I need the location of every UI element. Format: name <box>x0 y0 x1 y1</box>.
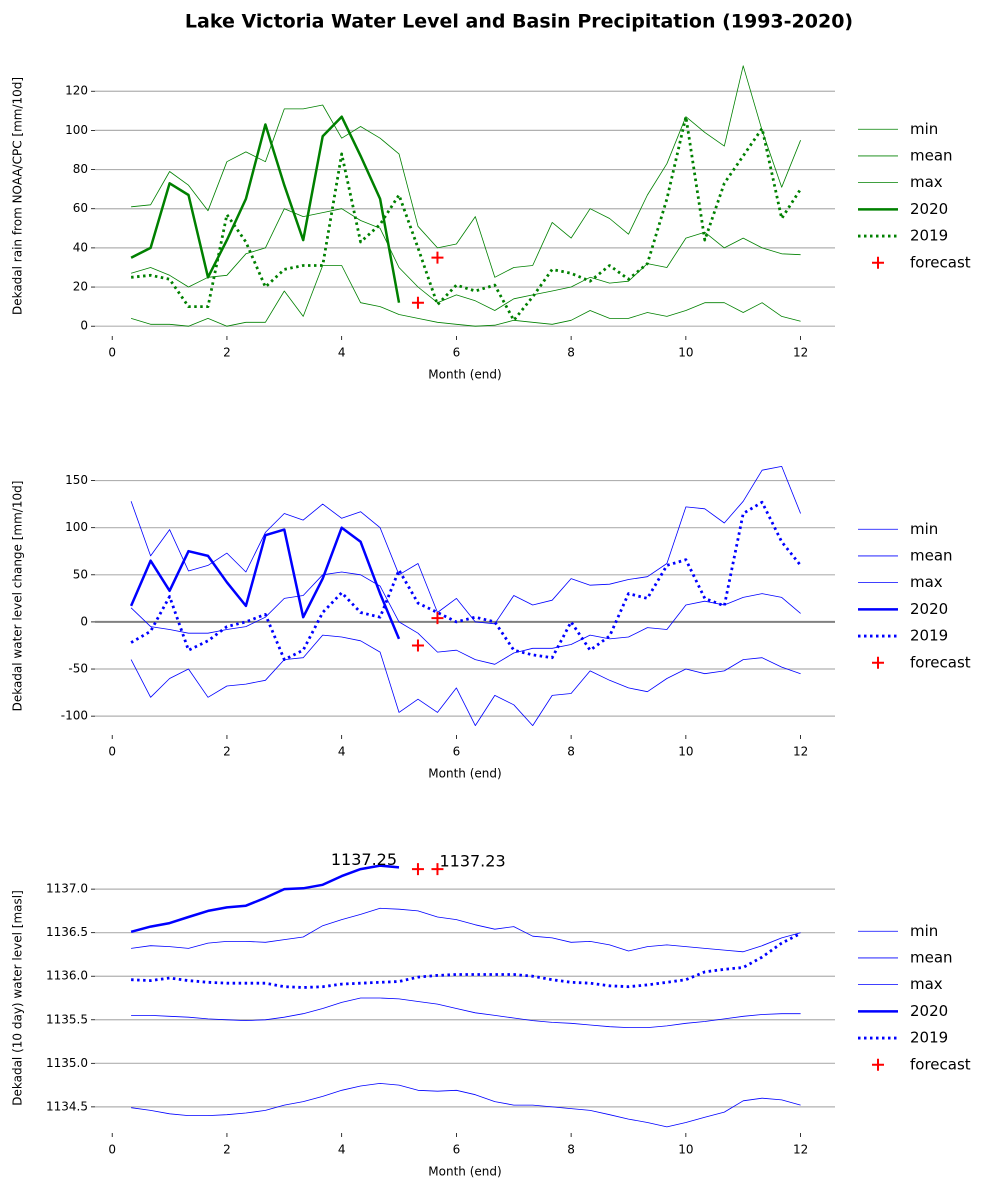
legend-label: forecast <box>910 653 971 671</box>
forecast-marker <box>411 639 424 652</box>
figure-title: Lake Victoria Water Level and Basin Prec… <box>185 11 853 33</box>
series-line <box>130 466 801 625</box>
forecast-marker <box>431 612 444 625</box>
legend-label: 2019 <box>910 627 948 645</box>
y-tick-label: 1137.0 <box>46 882 88 896</box>
forecast-marker <box>411 863 424 876</box>
forecast-marker <box>431 251 444 264</box>
forecast-marker <box>411 296 424 309</box>
annotation: 1137.25 <box>331 850 397 869</box>
series-line <box>130 571 801 665</box>
x-tick-label: 2 <box>223 1143 231 1157</box>
series-line <box>131 932 802 989</box>
y-tick-label: 1134.5 <box>46 1099 88 1113</box>
x-tick-label: 4 <box>338 1143 346 1157</box>
y-tick-label: 80 <box>73 162 88 176</box>
legend-label: 2019 <box>910 227 948 245</box>
x-tick-label: 8 <box>567 346 575 360</box>
series-line <box>130 265 801 327</box>
legend-label: min <box>910 520 938 538</box>
series-line <box>130 208 801 311</box>
legend-label: mean <box>910 546 953 564</box>
y-tick-label: 120 <box>65 84 88 98</box>
y-tick-label: 1135.5 <box>46 1012 88 1026</box>
y-tick-label: 100 <box>65 123 88 137</box>
legend-marker <box>872 656 884 669</box>
y-tick-label: -100 <box>61 709 88 723</box>
x-tick-label: 12 <box>793 745 808 759</box>
legend-label: max <box>910 975 943 993</box>
legend-label: mean <box>910 948 953 966</box>
legend-label: 2020 <box>910 600 948 618</box>
x-tick-label: 0 <box>108 346 116 360</box>
x-tick-label: 6 <box>453 745 461 759</box>
y-tick-label: 1136.0 <box>46 969 88 983</box>
series-line <box>130 500 802 661</box>
y-tick-label: 100 <box>65 520 88 534</box>
legend-marker <box>872 256 884 269</box>
x-tick-label: 4 <box>338 346 346 360</box>
legend-label: min <box>910 922 938 940</box>
y-axis-label: Dekadal rain from NOAA/CPC [mm/10d] <box>11 77 25 315</box>
y-tick-label: 20 <box>73 280 88 294</box>
x-tick-label: 12 <box>793 346 808 360</box>
legend-label: max <box>910 573 943 591</box>
legend-label: forecast <box>910 253 971 271</box>
legend-label: 2019 <box>910 1029 948 1047</box>
legend-label: mean <box>910 146 953 164</box>
legend-label: max <box>910 173 943 191</box>
series-line <box>130 115 401 303</box>
legend-label: 2020 <box>910 200 948 218</box>
x-tick-label: 0 <box>108 1143 116 1157</box>
x-tick-label: 12 <box>793 1143 808 1157</box>
legend-label: 2020 <box>910 1002 948 1020</box>
series-line <box>131 65 801 278</box>
x-axis-label: Month (end) <box>428 1165 501 1179</box>
series-line <box>130 634 801 726</box>
y-tick-label: 150 <box>65 473 88 487</box>
y-tick-label: 0 <box>80 319 88 333</box>
series-line <box>129 526 401 640</box>
y-tick-label: 60 <box>73 201 88 215</box>
x-tick-label: 6 <box>453 346 461 360</box>
x-tick-label: 8 <box>567 745 575 759</box>
legend-marker <box>872 1058 884 1071</box>
series-line <box>131 907 801 953</box>
x-tick-label: 2 <box>223 745 231 759</box>
legend-label: forecast <box>910 1055 971 1073</box>
y-tick-label: 0 <box>80 614 88 628</box>
series-line <box>130 115 802 322</box>
legend-label: min <box>910 120 938 138</box>
y-axis-label: Dekadal water level change [mm/10d] <box>11 481 25 712</box>
x-tick-label: 10 <box>678 1143 693 1157</box>
x-tick-label: 2 <box>223 346 231 360</box>
x-tick-label: 6 <box>453 1143 461 1157</box>
x-tick-label: 4 <box>338 745 346 759</box>
y-tick-label: 1135.0 <box>46 1056 88 1070</box>
x-axis-label: Month (end) <box>428 368 501 382</box>
forecast-marker <box>431 863 444 876</box>
x-tick-label: 10 <box>678 745 693 759</box>
x-tick-label: 0 <box>108 745 116 759</box>
series-line <box>131 997 801 1028</box>
y-tick-label: 1136.5 <box>46 925 88 939</box>
x-tick-label: 8 <box>567 1143 575 1157</box>
y-tick-label: -50 <box>68 662 88 676</box>
y-tick-label: 40 <box>73 240 88 254</box>
y-axis-label: Dekadal (10 day) water level [masl] <box>11 890 25 1106</box>
x-tick-label: 10 <box>678 346 693 360</box>
y-tick-label: 50 <box>73 567 88 581</box>
x-axis-label: Month (end) <box>428 767 501 781</box>
annotation: 1137.23 <box>439 852 505 871</box>
series-line <box>131 1083 801 1128</box>
series-line <box>130 864 400 934</box>
